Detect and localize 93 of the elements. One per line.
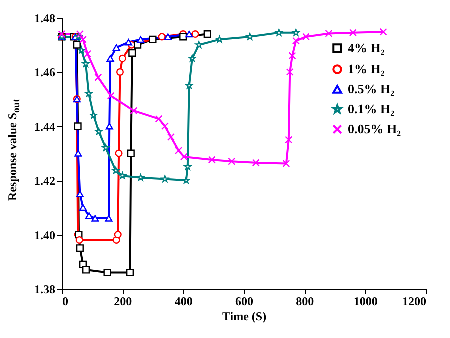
point (149, 36, 157, 44)
point (107, 92, 115, 100)
x-tick-label: 200 (114, 294, 132, 308)
point (73, 41, 81, 49)
legend-label: 4% H₂ (348, 40, 385, 56)
point (128, 49, 136, 57)
x-tick-label: 0 (62, 294, 68, 308)
point (188, 54, 196, 62)
point (180, 153, 188, 161)
point (204, 30, 212, 38)
point (82, 60, 90, 68)
point (158, 33, 166, 41)
point (175, 147, 183, 155)
point (85, 90, 93, 98)
point (137, 174, 144, 182)
point (161, 122, 169, 130)
x-tick-label: 1200 (402, 294, 426, 308)
point (282, 160, 290, 168)
point (58, 30, 66, 38)
point (112, 44, 120, 52)
legend-label: 0.05% H₂ (348, 122, 402, 136)
point (102, 144, 110, 152)
y-tick-label: 1.38 (34, 282, 56, 296)
point (164, 34, 172, 40)
y-tick-label: 1.42 (34, 174, 56, 188)
point (106, 55, 114, 62)
point (114, 231, 122, 239)
point (184, 163, 192, 170)
point (228, 158, 236, 166)
y-tick-label: 1.48 (34, 12, 56, 26)
point (288, 52, 296, 60)
point (325, 30, 333, 38)
point (116, 68, 124, 76)
point (126, 268, 134, 277)
point (292, 37, 300, 45)
y-tick-label: 1.44 (34, 120, 56, 134)
point (76, 190, 84, 198)
point (155, 115, 163, 123)
point (79, 36, 87, 44)
point (84, 50, 92, 58)
point (180, 33, 188, 41)
point (86, 212, 94, 220)
point (118, 54, 126, 62)
point (76, 236, 84, 244)
y-tick-label: 1.46 (34, 66, 56, 80)
x-tick-label: 400 (174, 294, 193, 308)
point (130, 107, 138, 115)
point (112, 167, 120, 174)
point (119, 172, 126, 180)
x-axis-title: Time (S) (222, 310, 267, 324)
legend-label: 1% H₂ (348, 62, 385, 76)
point (95, 128, 103, 135)
legend-label: 0.1% H₂ (348, 102, 395, 116)
point (285, 136, 293, 144)
point (92, 215, 100, 222)
point (302, 33, 310, 41)
point (186, 82, 194, 89)
point (104, 268, 112, 277)
point (115, 150, 123, 158)
point (252, 159, 260, 167)
point (74, 122, 82, 130)
point (192, 30, 200, 38)
point (134, 41, 142, 49)
point (292, 29, 300, 36)
y-tick-label: 1.40 (34, 228, 56, 242)
point (127, 150, 135, 158)
point (76, 30, 84, 38)
point (79, 204, 87, 212)
point (82, 266, 90, 274)
point (162, 175, 169, 182)
x-tick-label: 1000 (354, 294, 378, 308)
point (137, 36, 145, 44)
point (105, 215, 113, 222)
point (106, 123, 114, 130)
point (78, 46, 86, 54)
point (74, 150, 82, 157)
point (276, 29, 283, 36)
point (246, 33, 254, 40)
point (186, 30, 194, 38)
point (380, 28, 388, 36)
point (286, 68, 294, 76)
point (208, 156, 216, 164)
point (167, 133, 175, 141)
point (216, 36, 224, 43)
point (94, 74, 102, 82)
point (124, 39, 132, 46)
point (76, 244, 84, 252)
point (349, 29, 357, 37)
point (90, 112, 98, 119)
point (182, 176, 190, 184)
x-tick-label: 600 (236, 294, 254, 308)
legend-label: 0.5% H₂ (348, 82, 395, 96)
x-tick-label: 800 (296, 294, 314, 308)
